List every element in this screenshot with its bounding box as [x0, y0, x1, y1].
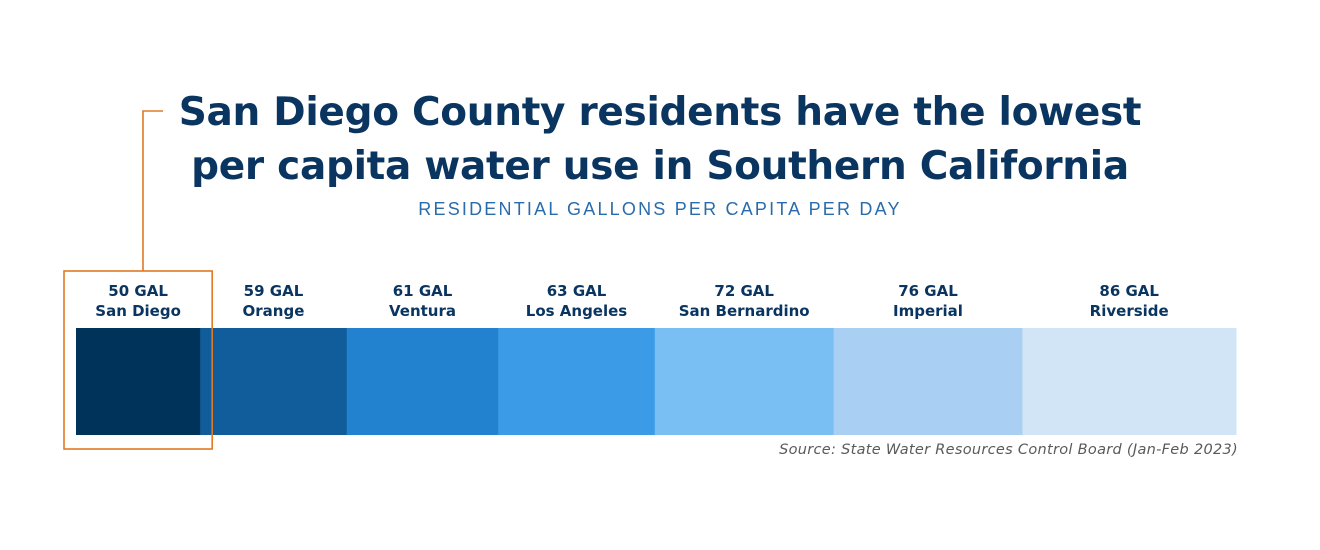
chart-title: San Diego County residents have the lowe…: [178, 90, 1142, 189]
value-label-ventura: 61 GAL: [393, 282, 453, 300]
bar-los-angeles: [498, 328, 656, 435]
category-label-imperial: Imperial: [893, 302, 963, 320]
value-label-san-bernardino: 72 GAL: [714, 282, 774, 300]
category-label-san-diego: San Diego: [95, 302, 181, 320]
bar-san-bernardino: [654, 328, 835, 435]
bar-orange: [200, 328, 348, 435]
value-label-imperial: 76 GAL: [898, 282, 958, 300]
bar-riverside: [1022, 328, 1237, 435]
value-label-los-angeles: 63 GAL: [547, 282, 607, 300]
bar-san-diego: [76, 328, 201, 435]
callout-connector-line: [142, 110, 163, 271]
category-label-ventura: Ventura: [389, 302, 456, 320]
category-label-san-bernardino: San Bernardino: [679, 302, 810, 320]
highlight-callout: [63, 110, 213, 450]
value-label-riverside: 86 GAL: [1099, 282, 1159, 300]
bar-group: [76, 328, 1237, 435]
bar-imperial: [833, 328, 1023, 435]
category-label-los-angeles: Los Angeles: [526, 302, 628, 320]
source-note: Source: State Water Resources Control Bo…: [779, 442, 1238, 458]
category-label-orange: Orange: [243, 302, 305, 320]
bar-ventura: [346, 328, 499, 435]
value-label-orange: 59 GAL: [244, 282, 304, 300]
value-label-san-diego: 50 GAL: [108, 282, 168, 300]
highlight-box: [63, 270, 213, 450]
label-group: 50 GAL San Diego 59 GAL Orange 61 GAL Ventura…: [95, 282, 1168, 320]
category-label-riverside: Riverside: [1090, 302, 1169, 320]
chart-subtitle: RESIDENTIAL GALLONS PER CAPITA PER DAY: [418, 199, 902, 219]
